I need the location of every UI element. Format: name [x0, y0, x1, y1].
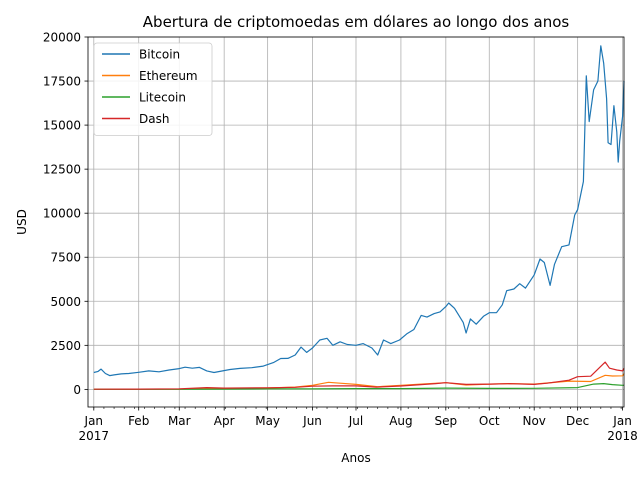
y-tick-label: 20000 — [43, 31, 81, 45]
x-tick-label: Jun — [302, 414, 322, 428]
legend-label-litecoin: Litecoin — [139, 91, 186, 105]
x-tick-label: Aug — [389, 414, 412, 428]
legend-label-dash: Dash — [139, 112, 169, 126]
series-layer — [93, 45, 625, 390]
legend-box — [93, 42, 213, 136]
y-tick-label: 10000 — [43, 207, 81, 221]
x-tick-year-label: 2018 — [607, 429, 638, 443]
chart-title: Abertura de criptomoedas em dólares ao l… — [143, 13, 570, 31]
series-line-dash — [93, 361, 625, 390]
x-tick-label: Jan — [612, 414, 632, 428]
axis-layer: 0 2500 5000 7500 10000 12500 15000 17500 20000 Ja… — [43, 31, 638, 444]
x-tick-label: Dec — [566, 414, 589, 428]
x-tick-year-label: 2017 — [79, 429, 110, 443]
x-tick-label: Mar — [168, 414, 191, 428]
x-tick-label: Sep — [435, 414, 458, 428]
y-tick-label: 15000 — [43, 119, 81, 133]
x-tick-label: Jan — [84, 414, 104, 428]
x-tick-label: Oct — [479, 414, 500, 428]
y-axis-title: USD — [15, 209, 29, 235]
x-axis-title: Anos — [341, 451, 370, 465]
x-tick-label: Nov — [522, 414, 545, 428]
y-tick-label: 7500 — [50, 251, 81, 265]
series-line-litecoin — [93, 383, 625, 390]
y-tick-label: 17500 — [43, 75, 81, 89]
y-tick-label: 12500 — [43, 163, 81, 177]
x-tick-label: Feb — [128, 414, 149, 428]
series-line-bitcoin — [93, 45, 625, 377]
x-tick-label: May — [255, 414, 280, 428]
y-tick-label: 0 — [73, 383, 81, 397]
legend-label-bitcoin: Bitcoin — [139, 48, 180, 62]
y-tick-label: 5000 — [50, 295, 81, 309]
x-tick-label: Jul — [348, 414, 363, 428]
x-tick-label: Apr — [214, 414, 235, 428]
y-tick-label: 2500 — [50, 339, 81, 353]
legend-label-ethereum: Ethereum — [139, 69, 198, 83]
legend: Bitcoin Ethereum Litecoin Dash — [93, 42, 213, 136]
